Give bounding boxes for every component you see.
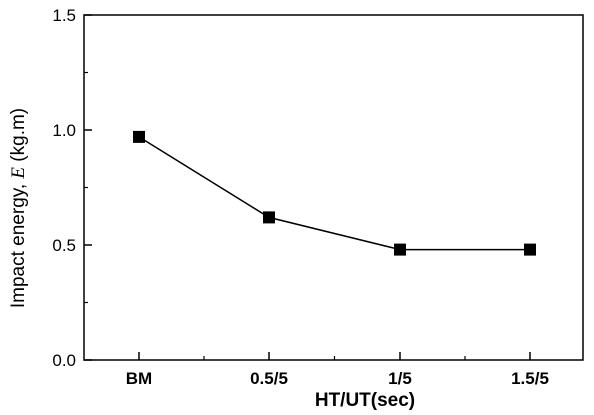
data-point-marker: [133, 130, 145, 143]
y-tick-label: 1.5: [52, 6, 76, 25]
series-group: [133, 130, 536, 256]
plot-frame: [83, 14, 584, 361]
x-axis-title: HT/UT(sec): [315, 390, 415, 411]
data-point-marker: [524, 243, 536, 256]
x-axis-ticks: BM 0.5/5 1/5 1.5/5: [126, 352, 549, 388]
x-category-label: 1.5/5: [511, 369, 549, 388]
y-tick-label: 1.0: [52, 121, 76, 140]
y-tick-label: 0.5: [52, 236, 76, 255]
y-axis-title: Impact energy, E (kg.m): [8, 108, 29, 308]
data-point-marker: [263, 211, 275, 224]
x-category-label: BM: [126, 369, 152, 388]
series-line: [138, 136, 530, 251]
data-point-marker: [394, 243, 406, 256]
y-axis-ticks: 0.0 0.5 1.0 1.5: [52, 6, 92, 370]
y-tick-label: 0.0: [52, 351, 76, 370]
x-category-label: 1/5: [388, 369, 412, 388]
x-category-label: 0.5/5: [250, 369, 288, 388]
